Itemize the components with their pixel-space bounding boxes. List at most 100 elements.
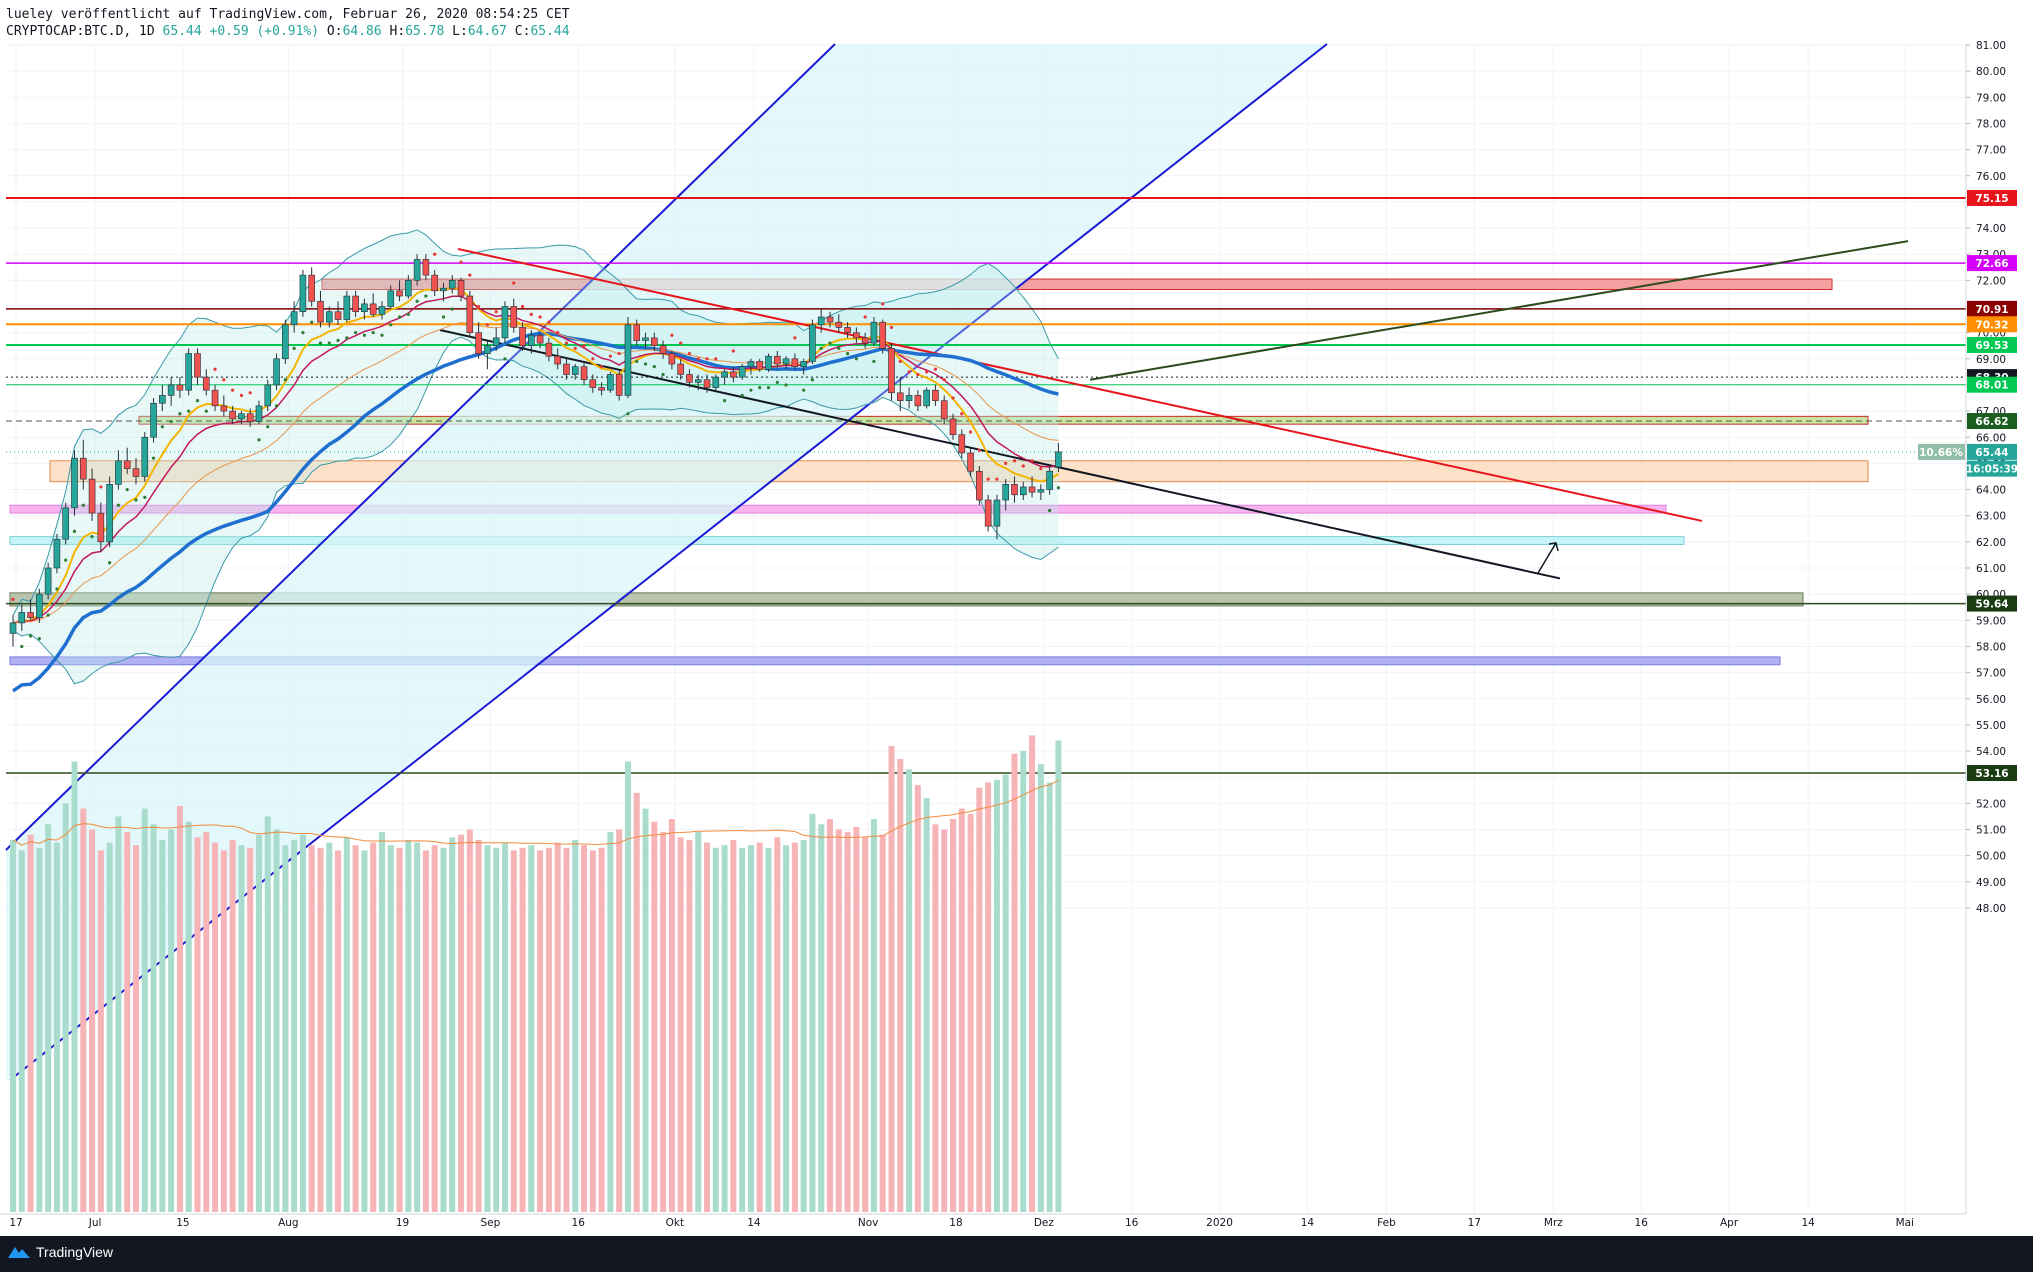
volume-bar [756,842,763,1212]
candle-body [528,334,535,347]
price-tag-65-44: 65.44 [1975,447,2008,459]
sar-dot [652,365,656,369]
close-label: C: [514,24,531,39]
candle-body [27,612,34,618]
candle-body [185,353,192,391]
last-price: 65.44 [162,24,202,39]
price-axis[interactable]: 81.0080.0079.0078.0077.0076.0075.0074.00… [1965,40,2006,1214]
volume-bar [387,845,394,1212]
sar-dot [617,351,621,356]
sar-dot [46,613,50,617]
countdown-tag: 16:05:39 [1966,464,2018,476]
volume-bar [519,847,526,1212]
time-tick-label: 16 [1635,1217,1649,1229]
candle-body [132,468,140,477]
price-tag-69-53: 69.53 [1975,340,2008,352]
price-tag-75-15: 75.15 [1975,193,2008,205]
volume-bar [616,829,623,1212]
sar-dot [20,644,24,649]
sar-dot [520,304,525,309]
candle-body [659,345,667,354]
candle-body [536,334,544,344]
volume-bar [501,842,508,1212]
candle-body [334,311,342,320]
volume-bar [89,829,96,1212]
price-tag-72-66-bg [1967,255,2017,272]
price-tag-70-91: 70.91 [1975,304,2008,316]
sar-dot [1048,508,1052,513]
sar-dot [854,357,858,361]
ma-200-line [12,331,1059,693]
sar-dot [784,383,788,387]
candle-body [563,363,570,375]
sar-dot [1004,461,1008,465]
sar-dot [433,252,437,256]
candle-body [800,361,807,367]
volume-bar [809,813,816,1212]
sar-dot [828,341,832,345]
volume-bar [308,845,315,1212]
sar-dot [274,404,279,408]
candle-body [1011,484,1018,496]
time-axis[interactable]: 17 Jul 15 Aug 19 Sep 16 Okt 14 Nov 18 Dez 16 2020 14 Fe… [0,1213,1966,1229]
sar-dot [925,370,929,374]
bb-fill [13,229,1059,684]
candle-body [176,384,184,391]
candle-body [123,460,131,469]
candle-body [633,324,641,341]
sar-dot [1056,486,1061,490]
sar-dot [977,448,981,452]
high-label: H: [389,24,406,39]
volume-ma-line [12,779,1059,846]
candle-body [88,478,96,514]
candle-body [958,434,966,454]
volume-bar [774,837,781,1212]
volume-bar [36,847,43,1212]
volume-bar [1037,764,1044,1212]
volume-bar [897,758,904,1212]
sar-dot [564,341,569,345]
candle-body [167,384,175,396]
volume-bars [10,735,1062,1212]
sar-dot [477,304,481,309]
volume-bar [941,829,948,1212]
candle-body [106,484,113,543]
candle-body [756,361,764,370]
candle-body [246,413,254,422]
price-tick-label: 78.00 [1976,118,2006,130]
sar-dot [960,412,964,416]
candle-body [589,379,597,388]
volume-bar [906,769,913,1212]
volume-bar [668,819,675,1212]
tradingview-logo[interactable]: TradingView [8,1244,113,1260]
volume-bar [914,785,921,1212]
candle-body [730,371,737,378]
candle-body [870,321,878,344]
volume-bar [1020,751,1027,1212]
price-tag-69-53-bg [1967,336,2017,353]
volume-bar [62,803,69,1212]
candle-body [782,358,790,365]
candle-body [651,337,658,347]
candle-body [642,337,649,341]
candle-body [97,512,105,543]
sar-dot [529,312,533,316]
candle-body [9,622,17,634]
volume-bar [747,845,754,1212]
volume-bar [475,839,482,1212]
candle-body [835,321,843,328]
volume-bar [791,842,798,1212]
candle-body [282,324,289,360]
symbol-name[interactable]: CRYPTOCAP:BTC.D, 1D [6,24,155,39]
candle-body [1055,451,1062,468]
volume-bar [660,832,667,1212]
candle-body [361,303,368,313]
volume-bar [440,847,447,1212]
candle-body [686,374,693,383]
candle-body [238,413,245,420]
price-tick-label: 66.00 [1976,432,2006,444]
volume-bar [870,819,877,1212]
candle-body [501,306,509,339]
price-chart[interactable]: 81.0080.0079.0078.0077.0076.0075.0074.00… [0,0,2033,1236]
sar-dot [248,391,252,395]
